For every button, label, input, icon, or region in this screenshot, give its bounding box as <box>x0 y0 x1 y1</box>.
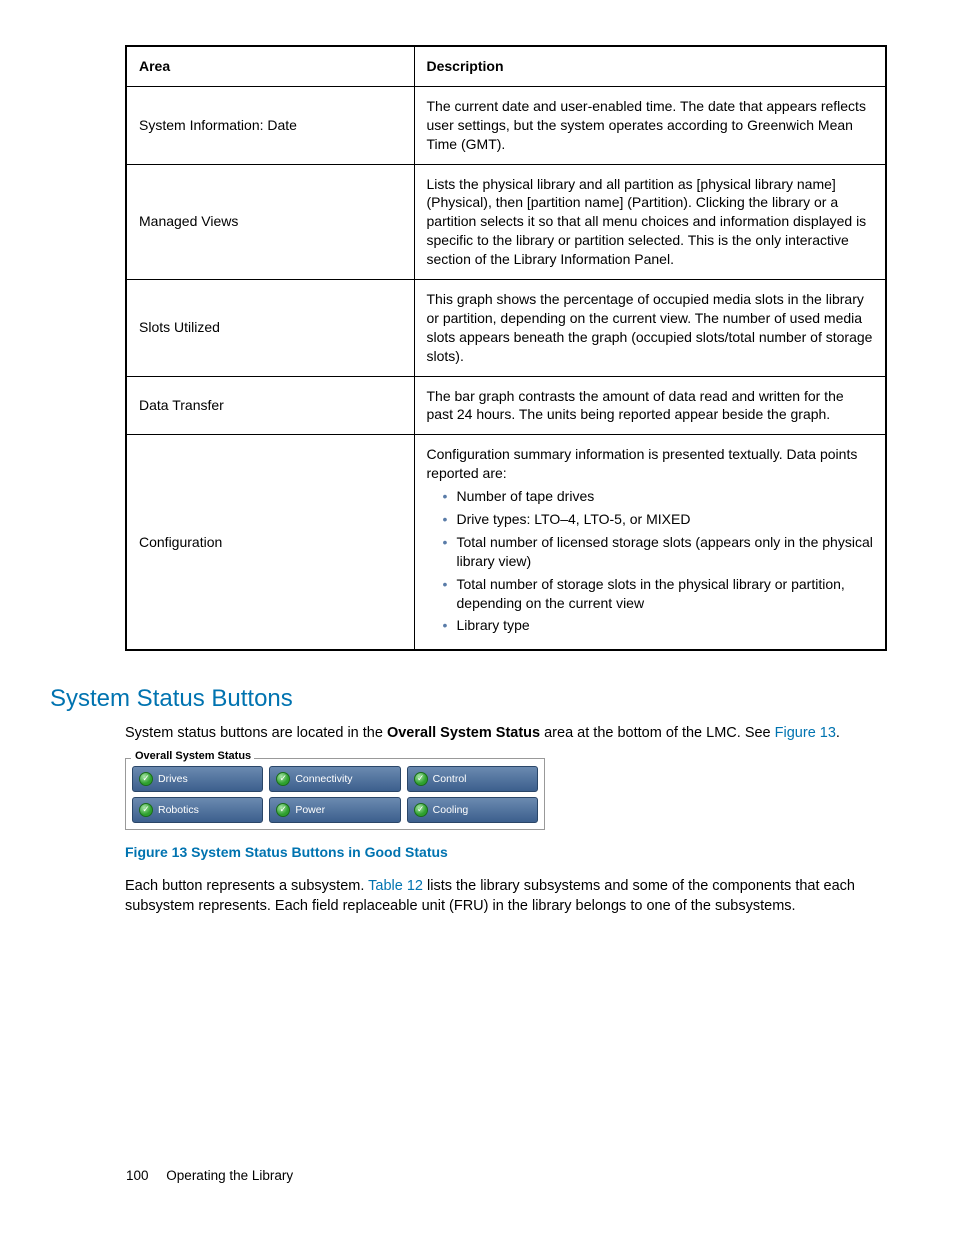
area-cell: Managed Views <box>126 164 414 279</box>
table-row: Configuration Configuration summary info… <box>126 435 886 651</box>
overall-system-status-panel: Overall System Status ✓ Drives ✓ Connect… <box>125 758 545 830</box>
check-icon: ✓ <box>139 803 153 817</box>
status-connectivity-button[interactable]: ✓ Connectivity <box>269 766 400 792</box>
desc-cell: Lists the physical library and all parti… <box>414 164 886 279</box>
desc-cell: Configuration summary information is pre… <box>414 435 886 651</box>
status-label: Connectivity <box>295 773 352 785</box>
status-label: Drives <box>158 773 188 785</box>
config-item: Library type <box>443 616 874 635</box>
panel-label: Overall System Status <box>132 750 254 762</box>
col-description: Description <box>414 46 886 86</box>
intro-paragraph: System status buttons are located in the… <box>125 723 884 743</box>
section-heading: System Status Buttons <box>50 685 884 713</box>
area-cell: Data Transfer <box>126 376 414 435</box>
config-item: Drive types: LTO–4, LTO-5, or MIXED <box>443 510 874 529</box>
check-icon: ✓ <box>276 772 290 786</box>
table-row: Slots Utilized This graph shows the perc… <box>126 280 886 377</box>
desc-cell: The current date and user-enabled time. … <box>414 86 886 164</box>
area-cell: System Information: Date <box>126 86 414 164</box>
page-number: 100 <box>126 1168 149 1183</box>
table-link[interactable]: Table 12 <box>368 878 423 894</box>
config-intro: Configuration summary information is pre… <box>427 445 874 483</box>
config-item: Number of tape drives <box>443 487 874 506</box>
footer-title: Operating the Library <box>166 1168 293 1183</box>
status-control-button[interactable]: ✓ Control <box>407 766 538 792</box>
figure-13: Overall System Status ✓ Drives ✓ Connect… <box>125 758 884 830</box>
area-description-table: Area Description System Information: Dat… <box>125 45 887 651</box>
status-drives-button[interactable]: ✓ Drives <box>132 766 263 792</box>
status-label: Power <box>295 804 325 816</box>
table-row: Managed Views Lists the physical library… <box>126 164 886 279</box>
table-row: Data Transfer The bar graph contrasts th… <box>126 376 886 435</box>
desc-cell: This graph shows the percentage of occup… <box>414 280 886 377</box>
status-robotics-button[interactable]: ✓ Robotics <box>132 797 263 823</box>
status-label: Cooling <box>433 804 469 816</box>
check-icon: ✓ <box>276 803 290 817</box>
page-footer: 100 Operating the Library <box>126 1168 293 1183</box>
figure-link[interactable]: Figure 13 <box>775 725 836 741</box>
config-item: Total number of licensed storage slots (… <box>443 533 874 571</box>
table-row: System Information: Date The current dat… <box>126 86 886 164</box>
check-icon: ✓ <box>414 772 428 786</box>
status-label: Robotics <box>158 804 199 816</box>
config-list: Number of tape drives Drive types: LTO–4… <box>427 487 874 635</box>
status-label: Control <box>433 773 467 785</box>
status-power-button[interactable]: ✓ Power <box>269 797 400 823</box>
area-cell: Configuration <box>126 435 414 651</box>
body-paragraph: Each button represents a subsystem. Tabl… <box>125 876 884 917</box>
status-cooling-button[interactable]: ✓ Cooling <box>407 797 538 823</box>
area-cell: Slots Utilized <box>126 280 414 377</box>
check-icon: ✓ <box>414 803 428 817</box>
figure-caption: Figure 13 System Status Buttons in Good … <box>125 844 884 860</box>
col-area: Area <box>126 46 414 86</box>
desc-cell: The bar graph contrasts the amount of da… <box>414 376 886 435</box>
config-item: Total number of storage slots in the phy… <box>443 575 874 613</box>
check-icon: ✓ <box>139 772 153 786</box>
